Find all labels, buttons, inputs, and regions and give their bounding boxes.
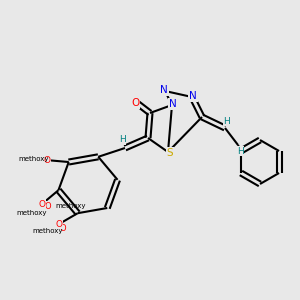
Text: methoxy: methoxy: [16, 210, 47, 216]
Text: S: S: [167, 148, 173, 158]
Text: methoxy: methoxy: [56, 203, 86, 209]
Text: H: H: [224, 116, 230, 125]
Text: O: O: [55, 220, 62, 229]
Text: H: H: [118, 136, 125, 145]
Text: N: N: [169, 99, 177, 109]
Text: N: N: [189, 91, 197, 101]
Text: O: O: [59, 224, 66, 233]
Text: N: N: [160, 85, 168, 95]
Text: H: H: [237, 146, 243, 155]
Text: O: O: [131, 98, 139, 108]
Text: O: O: [44, 202, 51, 211]
Text: O: O: [43, 156, 50, 165]
Text: O: O: [38, 200, 45, 209]
Text: methoxy: methoxy: [32, 228, 63, 234]
Text: methoxy: methoxy: [19, 156, 49, 162]
